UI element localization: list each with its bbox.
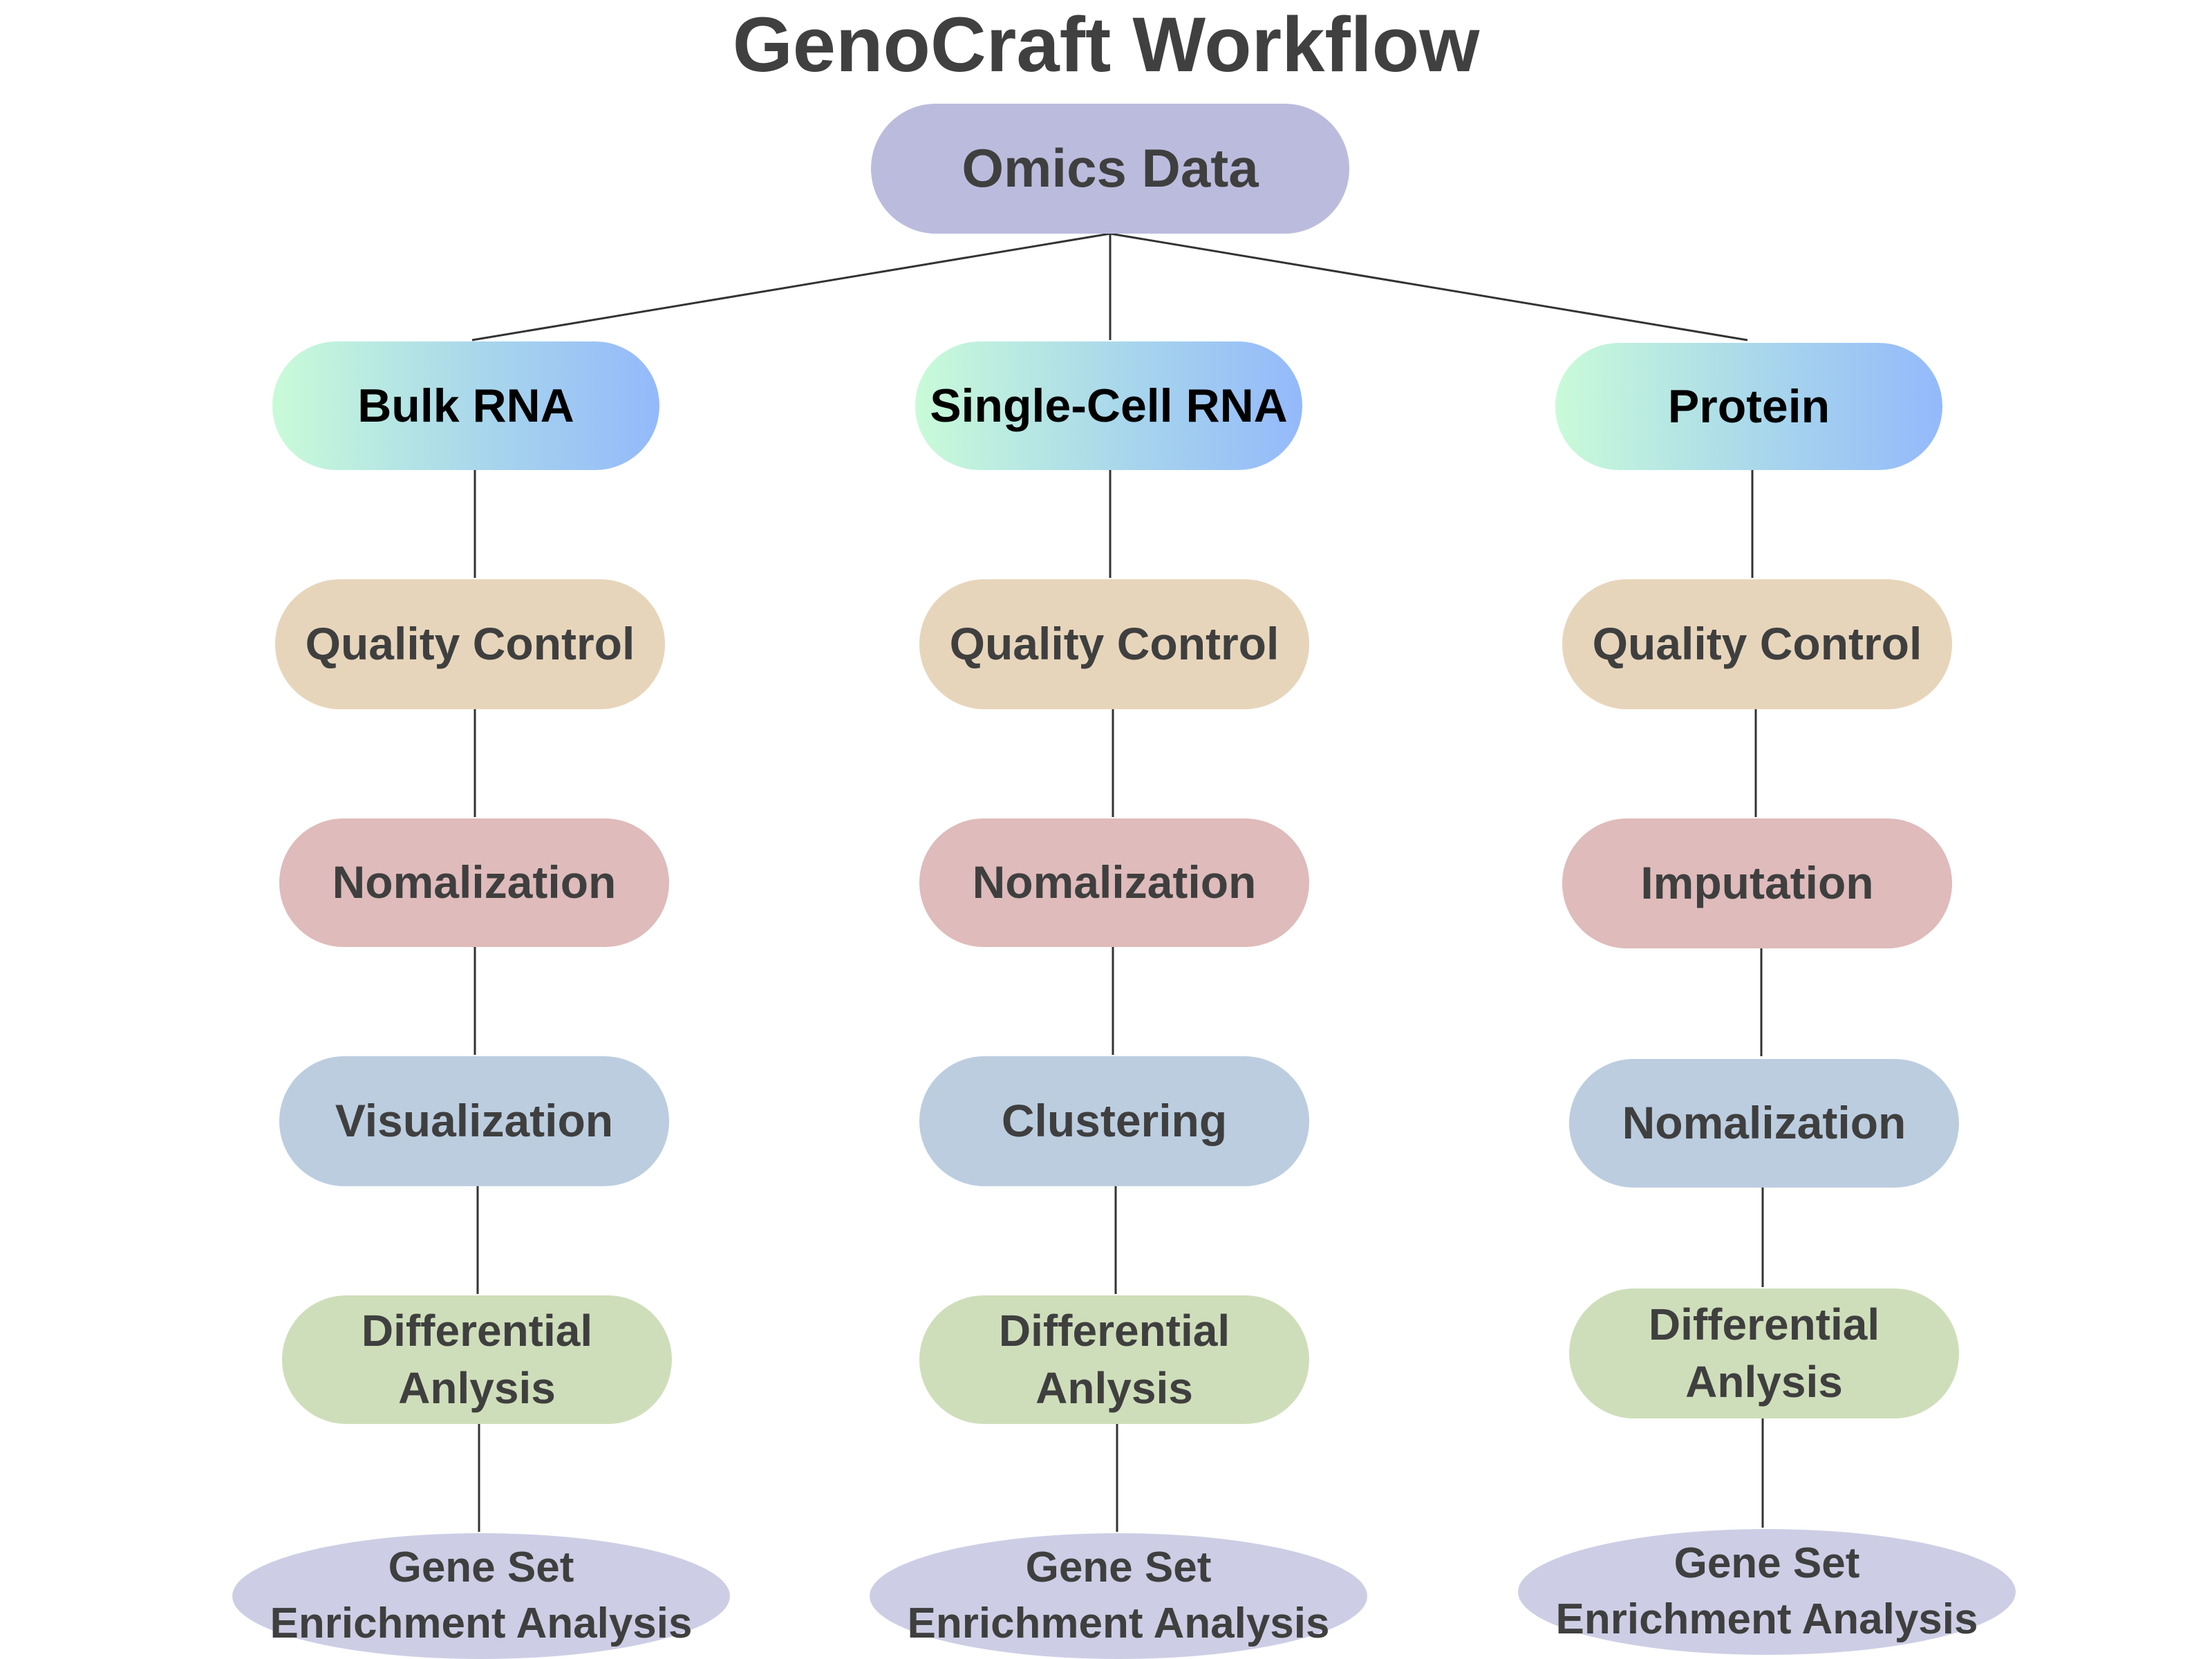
protein-step-differential-analysis: Differential Anlysis (1569, 1288, 1959, 1418)
single-cell-step-differential-analysis: Differential Anlysis (919, 1295, 1309, 1424)
bulk-step-gene-set-enrichment: Gene Set Enrichment Analysis (232, 1533, 730, 1659)
branch-node-single-cell-rna: Single-Cell RNA (915, 341, 1302, 470)
branch-node-bulk-rna: Bulk RNA (272, 341, 659, 470)
single-cell-step-gene-set-enrichment: Gene Set Enrichment Analysis (870, 1533, 1367, 1659)
bulk-step-normalization: Nomalization (279, 818, 669, 947)
bulk-step-differential-analysis: Differential Anlysis (282, 1295, 672, 1424)
diagram-title: GenoCraft Workflow (732, 1, 1480, 88)
connector-root-protein (1109, 232, 1748, 341)
single-cell-step-clustering: Clustering (919, 1056, 1309, 1186)
branch-node-protein: Protein (1555, 343, 1942, 470)
root-node-omics-data: Omics Data (871, 104, 1349, 234)
bulk-step-quality-control: Quality Control (275, 579, 665, 709)
protein-step-normalization: Nomalization (1569, 1059, 1959, 1188)
protein-step-quality-control: Quality Control (1562, 579, 1952, 709)
single-cell-step-quality-control: Quality Control (919, 579, 1309, 709)
bulk-step-visualization: Visualization (279, 1056, 669, 1186)
protein-step-imputation: Imputation (1562, 818, 1952, 948)
protein-step-gene-set-enrichment: Gene Set Enrichment Analysis (1518, 1529, 2016, 1655)
connector-root-bulk (471, 232, 1111, 341)
single-cell-step-normalization: Nomalization (919, 818, 1309, 947)
